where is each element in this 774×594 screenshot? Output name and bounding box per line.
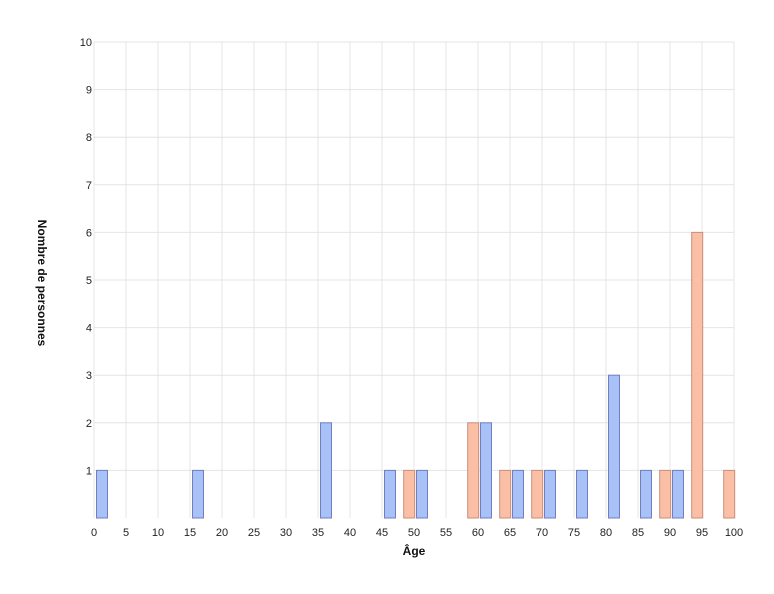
bar-series-2-age-58 bbox=[467, 422, 480, 519]
x-tick-label: 40 bbox=[344, 527, 356, 539]
bar-series-1-age-70 bbox=[544, 469, 556, 519]
bar-series-1-age-0 bbox=[96, 469, 108, 519]
bar-series-2-age-48 bbox=[403, 469, 416, 519]
bar-series-1-age-85 bbox=[640, 469, 652, 519]
y-tick-label: 8 bbox=[86, 132, 92, 144]
y-tick-labels: 1 2 3 4 5 6 7 8 9 10 bbox=[80, 37, 92, 477]
y-tick-label: 1 bbox=[86, 465, 92, 477]
x-tick-label: 95 bbox=[696, 527, 708, 539]
x-tick-label: 0 bbox=[91, 527, 97, 539]
x-tick-label: 25 bbox=[248, 527, 260, 539]
bar-series-1-age-75 bbox=[576, 469, 588, 519]
y-tick-label: 2 bbox=[86, 418, 92, 430]
bar-series-2-age-93 bbox=[691, 231, 704, 519]
grid bbox=[93, 41, 735, 518]
y-tick-label: 10 bbox=[80, 37, 92, 49]
y-tick-label: 6 bbox=[86, 227, 92, 239]
x-tick-label: 85 bbox=[632, 527, 644, 539]
bar-series-1-age-65 bbox=[512, 469, 524, 519]
y-axis-title: Nombre de personnes bbox=[35, 220, 49, 347]
x-tick-label: 80 bbox=[600, 527, 612, 539]
bar-series-2-age-68 bbox=[531, 469, 544, 519]
x-tick-label: 10 bbox=[152, 527, 164, 539]
x-tick-label: 70 bbox=[536, 527, 548, 539]
bar-series-1-age-15 bbox=[192, 469, 204, 519]
x-tick-label: 15 bbox=[184, 527, 196, 539]
y-tick-label: 3 bbox=[86, 370, 92, 382]
x-tick-label: 20 bbox=[216, 527, 228, 539]
x-tick-label: 50 bbox=[408, 527, 420, 539]
bar-series-1-age-45 bbox=[384, 469, 396, 519]
bars bbox=[96, 231, 736, 519]
x-tick-label: 5 bbox=[123, 527, 129, 539]
bar-series-1-age-50 bbox=[416, 469, 428, 519]
bar-series-1-age-60 bbox=[480, 422, 492, 519]
bar-series-1-age-35 bbox=[320, 422, 332, 519]
bar-series-2-age-98 bbox=[723, 469, 736, 519]
x-axis-title: Âge bbox=[403, 543, 426, 558]
x-tick-label: 35 bbox=[312, 527, 324, 539]
bar-series-2-age-63 bbox=[499, 469, 512, 519]
bar-series-1-age-90 bbox=[672, 469, 684, 519]
y-tick-label: 5 bbox=[86, 275, 92, 287]
y-tick-label: 7 bbox=[86, 180, 92, 192]
x-tick-label: 55 bbox=[440, 527, 452, 539]
x-tick-label: 90 bbox=[664, 527, 676, 539]
x-tick-label: 100 bbox=[725, 527, 743, 539]
x-tick-label: 65 bbox=[504, 527, 516, 539]
bar-series-1-age-80 bbox=[608, 374, 620, 519]
bar-series-2-age-88 bbox=[659, 469, 672, 519]
x-tick-label: 60 bbox=[472, 527, 484, 539]
x-tick-label: 75 bbox=[568, 527, 580, 539]
y-tick-label: 9 bbox=[86, 85, 92, 97]
x-tick-label: 45 bbox=[376, 527, 388, 539]
x-tick-labels: 0 5 10 15 20 25 30 35 40 45 50 55 60 65 70 75 80 85 90 95 10… bbox=[91, 527, 743, 539]
x-tick-label: 30 bbox=[280, 527, 292, 539]
y-tick-label: 4 bbox=[86, 323, 92, 335]
